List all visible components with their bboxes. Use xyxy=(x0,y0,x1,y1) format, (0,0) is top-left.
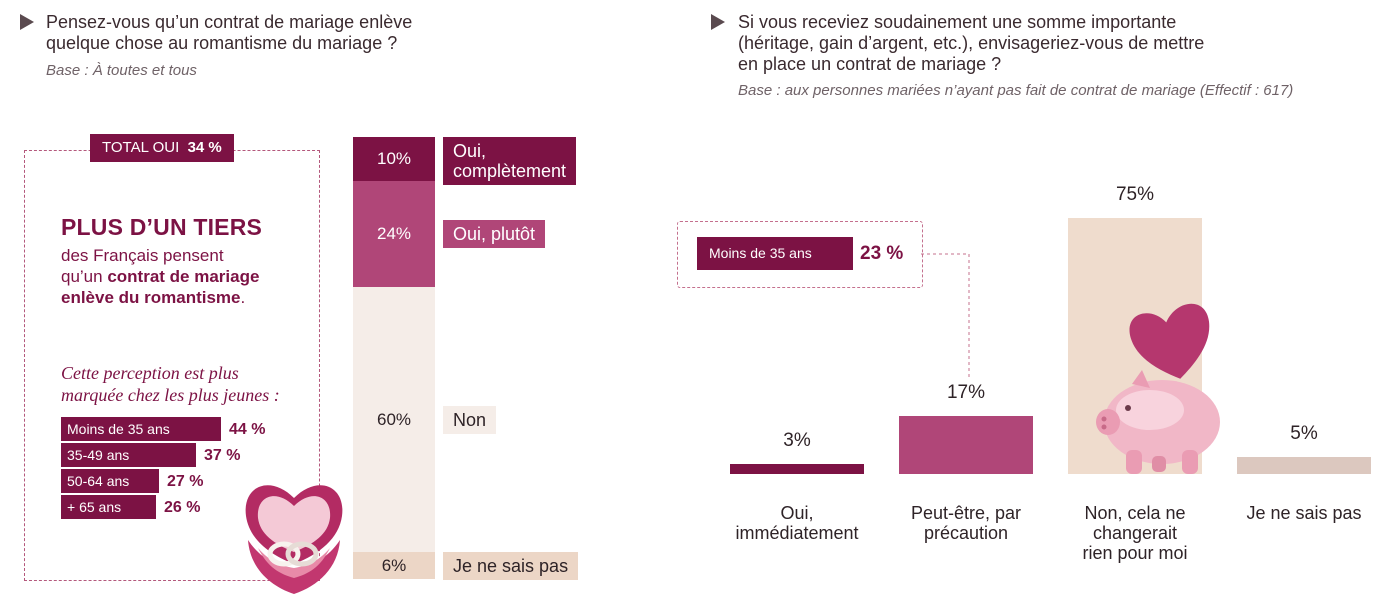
stacked-segment: 6% xyxy=(353,552,435,579)
right-base: Base : aux personnes mariées n’ayant pas… xyxy=(738,82,1294,99)
play-arrow-icon xyxy=(711,14,725,30)
bar-value: 3% xyxy=(783,430,811,451)
bar-category: Non, cela ne changerait rien pour moi xyxy=(1082,503,1188,563)
segment-label: Non xyxy=(443,405,497,434)
play-arrow-icon xyxy=(20,14,34,30)
bar-value: 75% xyxy=(1115,184,1155,205)
stacked-segment: 60% xyxy=(353,287,435,553)
age-bar: + 65 ans xyxy=(61,495,156,519)
age-value: 26 % xyxy=(164,499,201,516)
bar-category: Je ne sais pas xyxy=(1246,503,1362,523)
age-value: 44 % xyxy=(229,421,266,438)
segment-label: Oui, plutôt xyxy=(443,220,546,249)
total-oui-badge: TOTAL OUI 34 % xyxy=(90,134,234,162)
age-bar: 35-49 ans xyxy=(61,443,196,467)
bar-value: 5% xyxy=(1290,423,1318,444)
age-value: 27 % xyxy=(167,473,204,490)
right-question-title: Si vous receviez soudainement une somme … xyxy=(738,12,1205,74)
callout-connector xyxy=(921,253,970,380)
segment-label: Je ne sais pas xyxy=(443,551,579,580)
bar-value: 17% xyxy=(946,382,986,403)
segment-label: Oui, complètement xyxy=(443,137,577,185)
young-label: Moins de 35 ans xyxy=(697,237,853,270)
left-base: Base : À toutes et tous xyxy=(46,62,197,79)
segment-value: 60% xyxy=(376,409,412,429)
bar-category: Peut-être, par précaution xyxy=(910,503,1022,543)
segment-value: 10% xyxy=(376,149,412,169)
segment-value: 6% xyxy=(381,555,407,575)
stacked-segment: 24% xyxy=(353,181,435,288)
bar xyxy=(730,464,864,474)
bar xyxy=(1237,457,1371,474)
piggy-bank-heart-icon xyxy=(1096,303,1220,474)
left-question-title: Pensez-vous qu’un contrat de mariage enl… xyxy=(46,12,413,53)
bar xyxy=(899,416,1033,474)
young-value: 23 % xyxy=(860,243,904,264)
headline-description: des Français pensent qu’un contrat de ma… xyxy=(61,246,260,307)
segment-value: 24% xyxy=(376,224,412,244)
bar-category: Oui, immédiatement xyxy=(735,503,859,543)
age-value: 37 % xyxy=(204,447,241,464)
age-note: Cette perception est plus marquée chez l… xyxy=(61,363,280,405)
headline: PLUS D’UN TIERS xyxy=(61,214,263,240)
age-bar: 50-64 ans xyxy=(61,469,159,493)
ring-box-icon xyxy=(245,485,343,594)
age-bar: Moins de 35 ans xyxy=(61,417,221,441)
stacked-segment: 10% xyxy=(353,137,435,182)
